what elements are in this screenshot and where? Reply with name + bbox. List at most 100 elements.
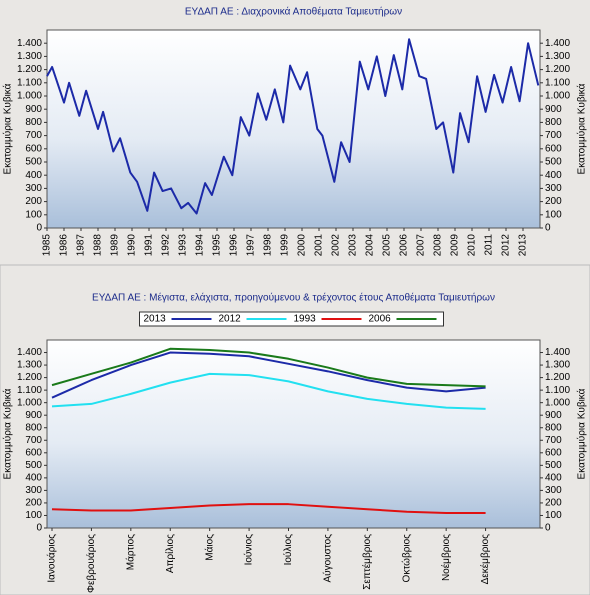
y-tick-label: 400 bbox=[545, 170, 562, 181]
x-tick-label: 2004 bbox=[365, 234, 376, 257]
x-tick-label: 1986 bbox=[59, 234, 70, 257]
y-tick-label: 600 bbox=[545, 143, 562, 154]
y-tick-label: 1.100 bbox=[17, 385, 42, 396]
y-tick-label: 400 bbox=[25, 473, 42, 484]
x-tick-label: Απρίλιος bbox=[164, 534, 176, 573]
x-tick-label: Αύγουστος bbox=[322, 534, 334, 583]
series-line bbox=[46, 38, 540, 215]
x-tick-label: Οκτώβριος bbox=[400, 534, 412, 583]
x-tick-label: Μάρτιος bbox=[124, 534, 136, 570]
y-tick-label: 1.200 bbox=[17, 372, 42, 383]
x-tick-label: 1990 bbox=[127, 234, 138, 257]
y-tick-label: 400 bbox=[25, 170, 42, 181]
y-tick-label: 0 bbox=[545, 223, 551, 234]
legend-label: 1993 bbox=[294, 314, 317, 325]
y-tick-label: 1.000 bbox=[545, 91, 570, 102]
y-axis-label: Εκατομμύρια Κυβικά bbox=[576, 83, 588, 174]
chart-title: ΕΥΔΑΠ ΑΕ : Μέγιστα, ελάχιστα, προηγούμεν… bbox=[92, 292, 495, 304]
y-tick-label: 600 bbox=[25, 143, 42, 154]
chart-title: ΕΥΔΑΠ ΑΕ : Διαχρονικά Αποθέματα Ταμιευτή… bbox=[185, 6, 402, 18]
y-tick-label: 300 bbox=[545, 485, 562, 496]
y-tick-label: 500 bbox=[545, 460, 562, 471]
y-axis-label: Εκατομμύρια Κυβικά bbox=[576, 388, 588, 479]
x-tick-label: 2012 bbox=[501, 234, 512, 257]
y-axis-label: Εκατομμύρια Κυβικά bbox=[2, 388, 14, 479]
plot-area bbox=[46, 29, 541, 229]
plot-area bbox=[46, 339, 541, 529]
x-tick-label: Δεκέμβριος bbox=[479, 534, 491, 585]
y-tick-label: 800 bbox=[25, 117, 42, 128]
y-tick-label: 900 bbox=[545, 104, 562, 115]
y-tick-label: 1.100 bbox=[17, 77, 42, 88]
y-tick-label: 1.300 bbox=[17, 51, 42, 62]
series-line bbox=[51, 372, 486, 410]
y-tick-label: 700 bbox=[545, 435, 562, 446]
y-tick-label: 200 bbox=[25, 196, 42, 207]
y-tick-label: 400 bbox=[545, 473, 562, 484]
x-tick-label: 2002 bbox=[331, 234, 342, 257]
x-tick-label: Ιούλιος bbox=[282, 534, 294, 566]
x-tick-label: 1988 bbox=[93, 234, 104, 257]
y-tick-label: 300 bbox=[25, 183, 42, 194]
y-tick-label: 500 bbox=[545, 157, 562, 168]
series-line bbox=[51, 351, 486, 399]
y-tick-label: 1.000 bbox=[17, 91, 42, 102]
x-tick-label: 2007 bbox=[416, 234, 427, 257]
x-tick-label: Νοέμβριος bbox=[440, 534, 452, 581]
y-tick-label: 900 bbox=[25, 104, 42, 115]
y-tick-label: 1.400 bbox=[545, 38, 570, 49]
y-tick-label: 700 bbox=[545, 130, 562, 141]
y-tick-label: 800 bbox=[545, 117, 562, 128]
y-tick-label: 800 bbox=[545, 422, 562, 433]
y-tick-label: 900 bbox=[25, 410, 42, 421]
x-tick-label: Μάιος bbox=[203, 534, 215, 561]
y-axis-label: Εκατομμύρια Κυβικά bbox=[2, 83, 14, 174]
x-tick-label: 1992 bbox=[161, 234, 172, 257]
y-tick-label: 1.300 bbox=[545, 51, 570, 62]
x-tick-label: 2003 bbox=[348, 234, 359, 257]
x-tick-label: 2008 bbox=[433, 234, 444, 257]
y-tick-label: 1.300 bbox=[17, 360, 42, 371]
y-tick-label: 600 bbox=[545, 447, 562, 458]
y-tick-label: 600 bbox=[25, 447, 42, 458]
x-tick-label: 1996 bbox=[229, 234, 240, 257]
y-tick-label: 200 bbox=[25, 498, 42, 509]
x-tick-label: 2000 bbox=[297, 234, 308, 257]
x-tick-label: 1993 bbox=[178, 234, 189, 257]
series-line bbox=[51, 347, 486, 388]
x-tick-label: 2005 bbox=[382, 234, 393, 257]
x-tick-label: Σεπτέμβριος bbox=[361, 534, 373, 590]
y-tick-label: 300 bbox=[25, 485, 42, 496]
x-tick-label: 2006 bbox=[399, 234, 410, 257]
y-tick-label: 700 bbox=[25, 435, 42, 446]
x-tick-label: 1995 bbox=[212, 234, 223, 257]
x-tick-label: 2011 bbox=[484, 234, 495, 256]
y-tick-label: 1.100 bbox=[545, 385, 570, 396]
y-tick-label: 200 bbox=[545, 498, 562, 509]
x-tick-label: 1991 bbox=[144, 234, 155, 257]
y-tick-label: 900 bbox=[545, 410, 562, 421]
x-tick-label: 2013 bbox=[518, 234, 529, 257]
x-tick-label: Ιούνιος bbox=[243, 534, 255, 566]
y-tick-label: 1.400 bbox=[17, 38, 42, 49]
y-tick-label: 200 bbox=[545, 196, 562, 207]
x-tick-label: 2009 bbox=[450, 234, 461, 257]
y-tick-label: 100 bbox=[25, 209, 42, 220]
y-tick-label: 0 bbox=[36, 523, 42, 534]
x-tick-label: 1999 bbox=[280, 234, 291, 257]
series-line bbox=[51, 503, 486, 514]
y-tick-label: 800 bbox=[25, 422, 42, 433]
x-tick-label: Ιανουάριος bbox=[46, 534, 58, 583]
legend bbox=[139, 311, 444, 327]
y-tick-label: 300 bbox=[545, 183, 562, 194]
y-tick-label: 1.300 bbox=[545, 360, 570, 371]
y-tick-label: 1.000 bbox=[17, 397, 42, 408]
x-tick-label: 1989 bbox=[110, 234, 121, 257]
x-tick-label: 1985 bbox=[42, 234, 53, 257]
legend-label: 2013 bbox=[144, 314, 167, 325]
y-tick-label: 1.200 bbox=[545, 372, 570, 383]
y-tick-label: 100 bbox=[25, 510, 42, 521]
x-tick-label: 1994 bbox=[195, 234, 206, 257]
legend-label: 2006 bbox=[369, 314, 392, 325]
